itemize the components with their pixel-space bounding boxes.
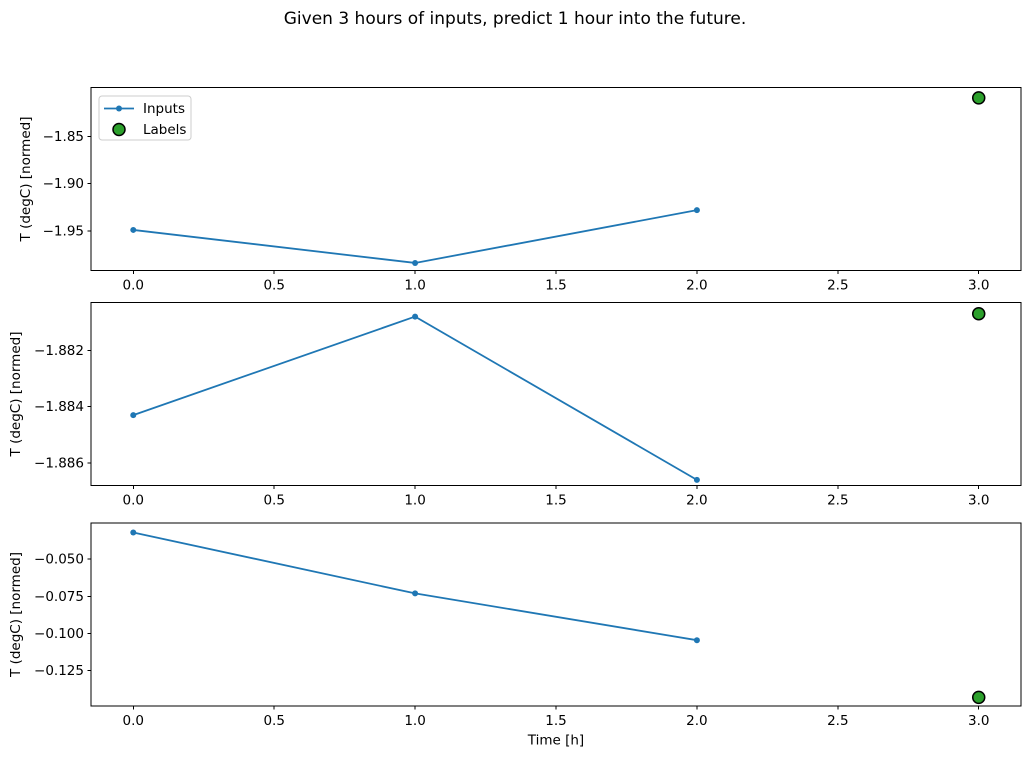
axes-frame: [90, 302, 1022, 486]
x-tick-label: 3.0: [968, 493, 989, 509]
y-axis-label: T (degC) [normed]: [18, 117, 34, 243]
x-tick-label: 1.0: [404, 493, 425, 509]
x-tick-label: 1.5: [545, 713, 566, 729]
y-tick-label: −0.075: [34, 589, 84, 605]
inputs-marker: [412, 259, 419, 266]
y-tick-label: −0.050: [34, 552, 84, 568]
x-tick-label: 0.0: [123, 713, 144, 729]
inputs-marker: [130, 226, 137, 233]
legend-inputs-label: Inputs: [143, 101, 185, 117]
inputs-marker: [693, 207, 700, 214]
axes-frame: [90, 522, 1022, 707]
labels-point: [971, 307, 986, 321]
x-tick-label: 0.0: [123, 278, 144, 294]
inputs-marker: [130, 412, 137, 419]
inputs-marker: [693, 476, 700, 483]
legend-labels-label: Labels: [143, 122, 186, 138]
inputs-marker: [412, 590, 419, 597]
labels-point: [971, 91, 986, 105]
inputs-marker: [412, 313, 419, 320]
x-tick-label: 3.0: [968, 713, 989, 729]
labels-point: [971, 690, 986, 705]
y-tick-label: −1.886: [34, 455, 84, 471]
subplot-1: 0.0 0.5 1.0 1.5 2.0 2.5 3.0 −1.85 −1.90 −1.95 T (d…: [18, 87, 1022, 294]
figure-title: Given 3 hours of inputs, predict 1 hour …: [283, 9, 747, 29]
legend-inputs-marker: [116, 105, 122, 112]
inputs-marker: [130, 529, 137, 536]
x-tick-label: 2.5: [827, 493, 848, 509]
y-tick-label: −1.882: [34, 343, 84, 359]
x-tick-label: 1.5: [545, 278, 566, 294]
x-tick-label: 2.0: [686, 493, 707, 509]
axes-frame: [90, 87, 1022, 271]
subplot-3: 0.0 0.5 1.0 1.5 2.0 2.5 3.0 −0.050 −0.075 −0.100 −…: [8, 522, 1022, 749]
inputs-marker: [693, 637, 700, 644]
x-tick-label: 0.5: [263, 278, 284, 294]
x-tick-label: 0.0: [123, 493, 144, 509]
y-tick-label: −1.85: [43, 129, 84, 145]
x-axis-label: Time [h]: [527, 733, 584, 749]
y-tick-label: −1.90: [43, 176, 84, 192]
x-tick-label: 2.5: [827, 713, 848, 729]
y-axis-label: T (degC) [normed]: [8, 552, 24, 678]
y-tick-label: −1.95: [43, 223, 84, 239]
y-tick-label: −1.884: [34, 399, 84, 415]
legend-labels-marker: [112, 122, 126, 137]
inputs-line: [132, 315, 698, 481]
x-tick-label: 2.0: [686, 713, 707, 729]
y-axis-label: T (degC) [normed]: [8, 332, 24, 458]
subplot-2: 0.0 0.5 1.0 1.5 2.0 2.5 3.0 −1.882 −1.884 −1.886 T…: [8, 302, 1022, 509]
inputs-line: [132, 209, 698, 264]
x-tick-label: 1.5: [545, 493, 566, 509]
inputs-line: [132, 531, 698, 642]
x-tick-label: 2.5: [827, 278, 848, 294]
y-tick-label: −0.125: [34, 663, 84, 679]
x-tick-label: 3.0: [968, 278, 989, 294]
x-tick-label: 0.5: [263, 713, 284, 729]
x-tick-label: 2.0: [686, 278, 707, 294]
legend: Inputs Labels: [98, 95, 192, 141]
y-tick-label: −0.100: [34, 626, 84, 642]
x-tick-label: 1.0: [404, 713, 425, 729]
x-tick-label: 1.0: [404, 278, 425, 294]
x-tick-label: 0.5: [263, 493, 284, 509]
